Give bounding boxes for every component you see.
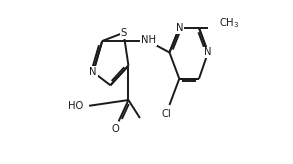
Text: Cl: Cl [161,109,171,119]
Text: S: S [120,28,127,38]
Text: N: N [176,23,183,33]
Text: CH$_3$: CH$_3$ [219,16,239,30]
Text: N: N [204,48,212,57]
Text: HO: HO [68,101,83,111]
Text: O: O [111,124,119,134]
Text: N: N [89,67,97,77]
Text: NH: NH [141,35,156,45]
